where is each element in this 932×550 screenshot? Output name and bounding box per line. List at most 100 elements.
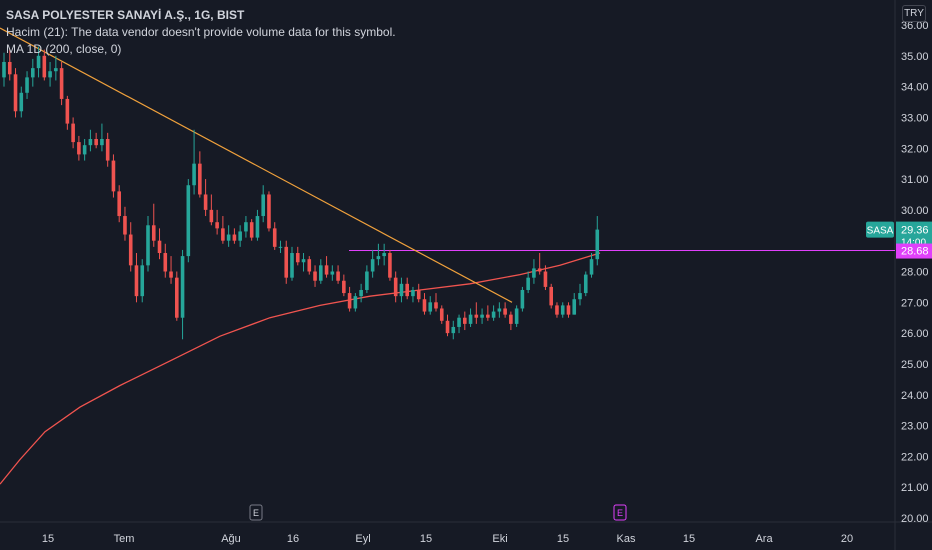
candle-body (215, 222, 219, 229)
candle-body (330, 271, 335, 275)
candle-body (123, 216, 127, 235)
candle-body (347, 293, 352, 309)
candle-body (520, 289, 525, 309)
level-price-label-bg (896, 243, 932, 259)
x-tick-label: 15 (683, 533, 695, 545)
candle-body (244, 222, 248, 232)
candle-body (255, 216, 260, 238)
candle-body (295, 253, 300, 263)
candle-body (25, 77, 29, 93)
candle-body (100, 139, 104, 146)
candle-body (140, 265, 145, 297)
level-price-label: 28.68 (901, 246, 929, 258)
candle-body (497, 308, 502, 312)
candle-body (445, 320, 450, 334)
candle-body (370, 259, 375, 272)
x-tick-label: Ağu (221, 533, 241, 545)
candle-body (267, 194, 271, 229)
candle-body (491, 311, 496, 318)
x-tick-label: Ara (755, 533, 773, 545)
candle-body (451, 326, 456, 334)
candle-body (307, 259, 312, 272)
last-price-label: 29.36 (901, 225, 929, 237)
candle-body (382, 253, 386, 257)
y-tick-label: 36.00 (901, 20, 929, 32)
x-tick-label: 15 (557, 533, 569, 545)
symbol-title: SASA POLYESTER SANAYİ A.Ş., 1G, BIST (6, 8, 245, 22)
candle-body (595, 229, 600, 260)
candle-body (537, 268, 542, 272)
candle-body (134, 265, 139, 297)
candle-body (411, 289, 415, 297)
x-tick-label: Kas (617, 533, 636, 545)
chart-legend: SASA POLYESTER SANAYİ A.Ş., 1G, BIST Hac… (6, 7, 396, 58)
candle-body (31, 68, 35, 78)
candle-body (151, 225, 156, 241)
y-tick-label: 26.00 (901, 328, 929, 340)
candle-body (589, 259, 594, 275)
candle-body (509, 314, 513, 324)
candle-body (503, 308, 507, 315)
earnings-event-label: E (617, 508, 623, 518)
candle-body (272, 228, 277, 247)
candle-body (48, 71, 52, 78)
candle-body (365, 271, 369, 290)
candle-body (572, 299, 577, 315)
earnings-event-label: E (253, 508, 259, 518)
countdown-label: 14:00 (901, 238, 926, 249)
candle-body (353, 296, 358, 309)
candle-body (7, 61, 12, 75)
candle-body (359, 289, 363, 297)
y-tick-label: 31.00 (901, 174, 929, 186)
y-tick-label: 21.00 (901, 482, 929, 494)
y-tick-label: 30.00 (901, 205, 929, 217)
candle-body (65, 98, 70, 124)
candle-body (192, 163, 196, 186)
candle-body (77, 142, 81, 155)
candle-body (514, 308, 519, 324)
y-tick-label: 22.00 (901, 451, 929, 463)
x-tick-label: 15 (420, 533, 432, 545)
symbol-tag: SASA (867, 226, 894, 237)
candle-body (319, 265, 323, 281)
x-tick-label: 15 (42, 533, 54, 545)
candle-body (221, 228, 225, 241)
candle-body (71, 123, 75, 143)
y-tick-label: 32.00 (901, 143, 929, 155)
candle-body (457, 317, 461, 327)
candle-body (117, 191, 121, 217)
candle-body (209, 209, 214, 223)
candle-body (376, 256, 381, 260)
candle-body (198, 163, 202, 195)
candle-body (232, 234, 237, 241)
candle-body (180, 256, 185, 318)
x-tick-label: Eyl (355, 533, 370, 545)
y-tick-label: 23.00 (901, 421, 929, 433)
candle-body (203, 194, 208, 210)
candle-body (480, 314, 484, 318)
candle-body (249, 222, 254, 238)
candle-body (468, 314, 473, 324)
candle-body (36, 55, 41, 69)
candle-body (336, 271, 340, 281)
candle-body (388, 253, 392, 278)
candle-body (261, 194, 265, 217)
candle-body (186, 185, 191, 257)
candle-body (2, 61, 6, 78)
candle-body (555, 305, 559, 315)
candle-body (543, 271, 548, 287)
candle-body (549, 286, 553, 306)
last-price-label-bg (896, 221, 932, 248)
candle-body (399, 283, 404, 297)
y-tick-label: 33.00 (901, 112, 929, 124)
candle-body (175, 277, 179, 318)
candle-body (578, 293, 582, 300)
currency-button[interactable]: TRY (902, 5, 926, 22)
y-tick-label: 28.00 (901, 267, 929, 279)
candle-body (439, 308, 444, 321)
candle-body (532, 268, 536, 278)
candle-body (54, 68, 58, 72)
x-tick-label: Tem (114, 533, 135, 545)
candle-body (13, 74, 18, 112)
